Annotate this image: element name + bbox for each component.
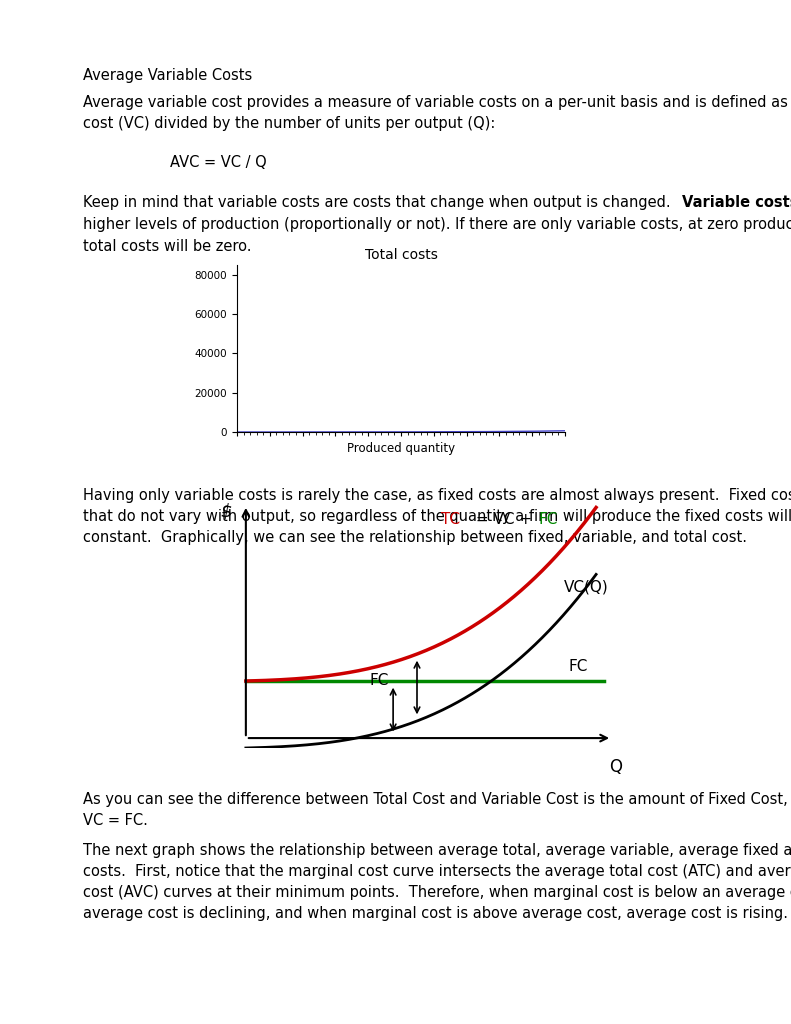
Text: Average Variable Costs: Average Variable Costs: [83, 68, 252, 83]
X-axis label: Produced quantity: Produced quantity: [347, 442, 455, 456]
Text: Having only variable costs is rarely the case, as fixed costs are almost always : Having only variable costs is rarely the…: [83, 488, 791, 545]
Text: As you can see the difference between Total Cost and Variable Cost is the amount: As you can see the difference between To…: [83, 792, 791, 828]
Text: $: $: [220, 503, 232, 520]
Text: higher levels of production (proportionally or not). If there are only variable : higher levels of production (proportiona…: [83, 217, 791, 231]
Title: Total costs: Total costs: [365, 249, 437, 262]
Text: grow with: grow with: [789, 195, 791, 210]
Text: Average variable cost provides a measure of variable costs on a per-unit basis a: Average variable cost provides a measure…: [83, 95, 791, 131]
Text: = VC +: = VC +: [471, 512, 537, 527]
Text: Keep in mind that variable costs are costs that change when output is changed.: Keep in mind that variable costs are cos…: [83, 195, 676, 210]
Text: total costs will be zero.: total costs will be zero.: [83, 239, 252, 254]
Text: AVC = VC / Q: AVC = VC / Q: [170, 155, 267, 170]
Text: Variable costs: Variable costs: [682, 195, 791, 210]
Text: VC(Q): VC(Q): [564, 580, 609, 594]
Text: The next graph shows the relationship between average total, average variable, a: The next graph shows the relationship be…: [83, 843, 791, 921]
Text: FC: FC: [539, 512, 558, 527]
Text: Q: Q: [610, 758, 623, 776]
Text: FC: FC: [568, 658, 588, 674]
Text: FC: FC: [369, 673, 389, 687]
Text: TC: TC: [441, 512, 460, 527]
